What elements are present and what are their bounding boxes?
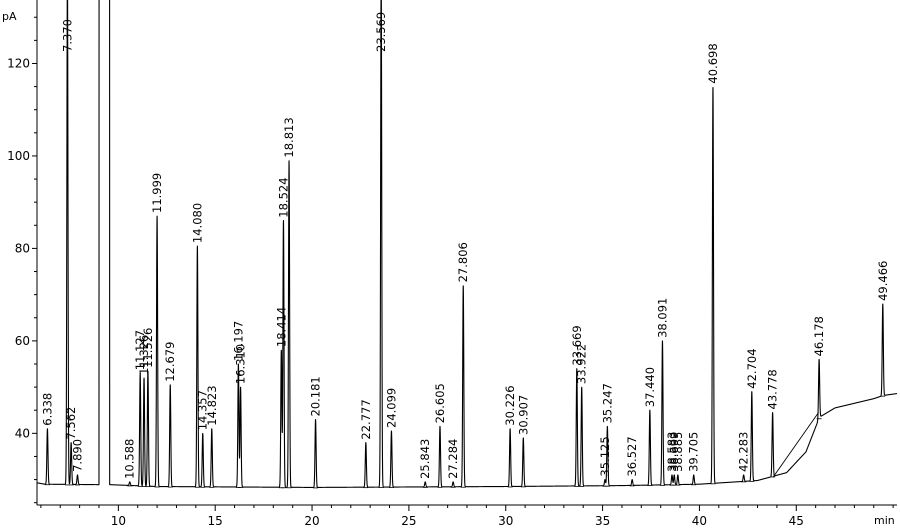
peak-label: 22.777: [359, 399, 373, 439]
peak-label: 11.326: [137, 335, 151, 375]
peak-label: 38.091: [656, 298, 670, 338]
peak-label: 24.099: [384, 388, 398, 428]
peak-label: 18.414: [274, 307, 288, 347]
peak-label: 30.907: [516, 395, 530, 435]
x-tick-label: 30: [498, 514, 513, 528]
peak-label: 18.813: [282, 117, 296, 157]
peak-label: 38.583: [665, 432, 679, 472]
peak-label: 38.699: [667, 432, 681, 472]
peak-label: 7.890: [71, 439, 85, 472]
x-tick-label: 15: [208, 514, 223, 528]
trace-layer: [37, 0, 897, 489]
peak-label: 27.284: [446, 439, 460, 479]
peak-label: 36.527: [625, 436, 639, 476]
peak-label: 11.127: [133, 330, 147, 370]
peak-label: 33.669: [570, 325, 584, 365]
chromatogram-trace: [37, 0, 897, 488]
y-tick-label: 80: [15, 241, 30, 255]
y-tick-label: 100: [7, 149, 30, 163]
peak-label: 38.885: [671, 432, 685, 472]
peak-label: 14.357: [196, 390, 210, 430]
y-axis-unit-label: pA: [2, 10, 17, 23]
y-tick-label: 60: [15, 334, 30, 348]
peak-label: 46.178: [812, 316, 826, 356]
peak-label: 30.226: [503, 385, 517, 425]
peak-label: 20.181: [309, 376, 323, 416]
peak-label: 25.843: [418, 439, 432, 479]
peak-label: 16.197: [231, 321, 245, 361]
peak-label: 42.704: [745, 348, 759, 388]
peak-label: 18.524: [277, 177, 291, 217]
peak-label: 49.466: [876, 261, 890, 301]
peak-label: 40.698: [706, 43, 720, 83]
y-tick-label: 40: [15, 426, 30, 440]
peak-label: 14.080: [190, 203, 204, 243]
x-axis-unit-label: min: [874, 514, 895, 527]
x-tick-label: 40: [692, 514, 707, 528]
peak-label: 11.999: [150, 173, 164, 213]
peak-label: 42.283: [737, 432, 751, 472]
peak-label: 7.370: [60, 19, 74, 52]
x-tick-label: 20: [304, 514, 319, 528]
peak-label: 23.569: [374, 12, 388, 52]
x-tick-label: 25: [401, 514, 416, 528]
peak-label: 7.562: [64, 407, 78, 440]
peak-label: 26.605: [433, 383, 447, 423]
x-tick-label: 45: [789, 514, 804, 528]
peak-label: 39.705: [687, 432, 701, 472]
peak-label: 11.526: [141, 328, 155, 368]
axes-layer: 40 60 80 100 120 10 15 20 25 30 35 40 45: [7, 0, 897, 528]
integration-baseline: [772, 412, 819, 478]
peak-label: 33.922: [575, 344, 589, 384]
x-tick-label: 35: [595, 514, 610, 528]
peak-label: 16.310: [234, 344, 248, 384]
y-tick-label: 120: [7, 56, 30, 70]
peak-label: 6.338: [40, 393, 54, 426]
peak-label: 12.679: [163, 342, 177, 382]
peak-label: 27.806: [456, 242, 470, 282]
x-tick-label: 10: [111, 514, 126, 528]
peak-label: 43.778: [766, 369, 780, 409]
peak-label: 14.823: [205, 385, 219, 425]
peak-label: 37.440: [643, 367, 657, 407]
peak-label: 35.247: [600, 383, 614, 423]
peak-label: 10.588: [123, 439, 137, 479]
peak-label: 35.125: [598, 436, 612, 476]
